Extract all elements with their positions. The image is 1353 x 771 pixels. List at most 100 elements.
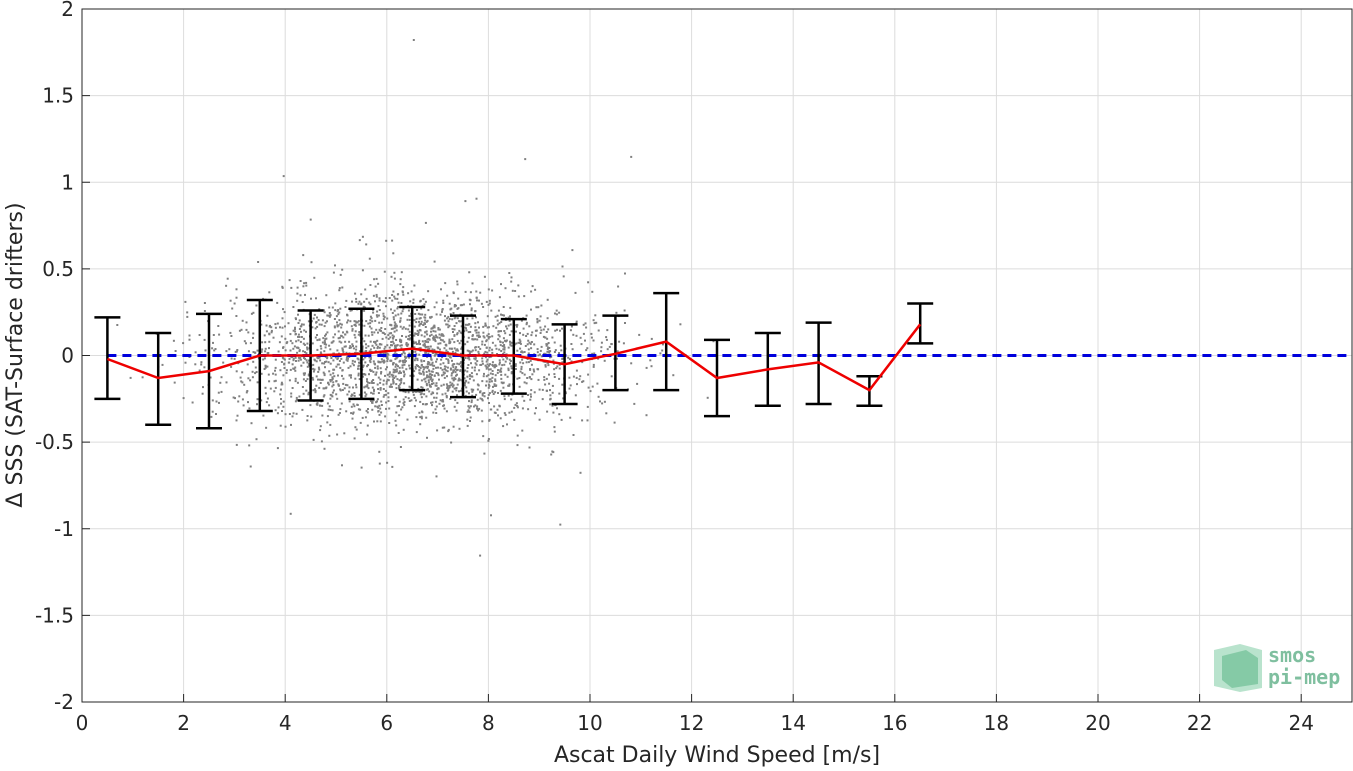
scatter-point (394, 323, 397, 326)
scatter-point (431, 361, 434, 364)
scatter-point (489, 378, 492, 381)
scatter-point (302, 392, 305, 395)
scatter-point (552, 359, 555, 362)
scatter-point (475, 373, 478, 376)
scatter-point (548, 382, 551, 385)
scatter-point (453, 363, 456, 366)
scatter-point (488, 402, 490, 404)
scatter-point (535, 334, 537, 337)
scatter-point (369, 284, 372, 286)
scatter-point (372, 370, 375, 373)
scatter-point (451, 377, 454, 380)
scatter-point (412, 340, 415, 343)
scatter-point (336, 363, 339, 366)
scatter-point (401, 366, 404, 369)
scatter-point (315, 360, 318, 363)
scatter-point (527, 352, 530, 355)
scatter-point (589, 390, 592, 393)
scatter-point (304, 293, 306, 296)
scatter-point (545, 331, 548, 333)
scatter-point (182, 342, 185, 345)
scatter-point (350, 325, 353, 328)
scatter-point (459, 304, 462, 307)
scatter-point (441, 310, 443, 313)
scatter-point (323, 394, 326, 397)
scatter-point (361, 350, 364, 353)
scatter-point (558, 352, 560, 355)
scatter-point (516, 405, 519, 407)
scatter-point (272, 372, 275, 375)
scatter-point (285, 342, 288, 345)
scatter-point (464, 381, 466, 384)
scatter-point (507, 346, 510, 349)
scatter-point (539, 315, 542, 318)
scatter-point (468, 374, 471, 377)
scatter-point (458, 427, 461, 430)
scatter-point (458, 329, 461, 332)
scatter-point (431, 380, 434, 383)
scatter-point (339, 366, 342, 369)
scatter-point (510, 372, 513, 375)
scatter-point (546, 350, 549, 353)
scatter-point (431, 364, 434, 367)
scatter-point (373, 331, 376, 334)
scatter-point (296, 381, 299, 384)
scatter-point (247, 331, 250, 334)
scatter-point (256, 403, 258, 406)
scatter-point (522, 327, 525, 330)
scatter-point (264, 386, 267, 389)
scatter-point (570, 325, 573, 328)
scatter-point (544, 365, 547, 368)
scatter-point (282, 175, 285, 178)
scatter-point (425, 345, 428, 348)
scatter-point (370, 327, 373, 330)
scatter-point (372, 392, 375, 395)
scatter-point (394, 363, 397, 366)
scatter-point (312, 378, 315, 381)
scatter-point (416, 329, 419, 332)
scatter-point (391, 465, 394, 468)
scatter-point (488, 302, 491, 305)
scatter-point (649, 359, 652, 362)
scatter-point (482, 335, 485, 338)
scatter-point (338, 289, 341, 292)
scatter-point (312, 438, 315, 441)
scatter-point (447, 360, 450, 362)
scatter-point (421, 313, 424, 316)
scatter-point (534, 329, 537, 332)
scatter-point (380, 371, 383, 373)
scatter-point (387, 337, 390, 340)
scatter-point (515, 325, 518, 328)
scatter-point (522, 362, 525, 365)
scatter-point (511, 289, 514, 292)
scatter-point (576, 383, 578, 386)
scatter-point (539, 353, 541, 356)
scatter-point (424, 326, 427, 328)
scatter-point (559, 329, 561, 332)
scatter-point (404, 391, 407, 394)
scatter-point (456, 332, 459, 335)
scatter-point (553, 351, 556, 353)
scatter-point (321, 378, 324, 381)
scatter-point (369, 319, 372, 322)
scatter-point (542, 335, 545, 338)
scatter-point (496, 323, 499, 326)
scatter-point (450, 384, 453, 387)
scatter-point (233, 302, 236, 305)
scatter-point (327, 314, 330, 317)
scatter-point (237, 400, 240, 403)
scatter-point (332, 336, 335, 339)
scatter-point (559, 523, 562, 526)
y-axis-label: Δ SSS (SAT-Surface drifters) (3, 202, 28, 507)
scatter-point (218, 401, 220, 404)
scatter-point (373, 388, 375, 391)
scatter-point (467, 405, 470, 408)
scatter-point (218, 333, 221, 336)
scatter-point (474, 322, 477, 325)
scatter-point (498, 348, 501, 351)
scatter-point (494, 315, 497, 318)
scatter-point (380, 411, 383, 414)
scatter-point (435, 382, 438, 385)
scatter-point (281, 286, 284, 289)
scatter-point (420, 379, 423, 382)
